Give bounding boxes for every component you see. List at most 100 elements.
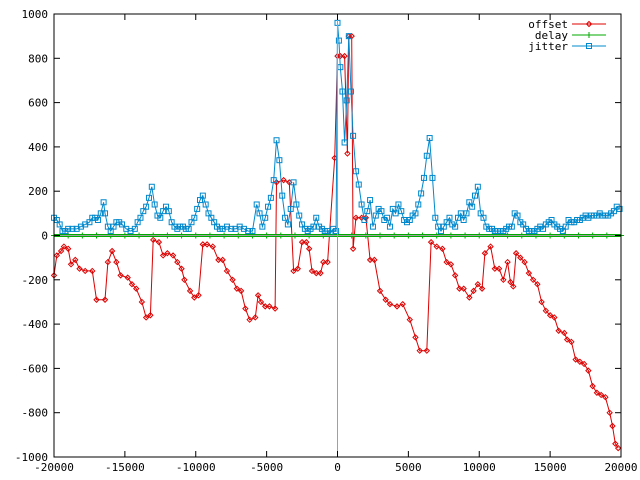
series-jitter-point <box>145 194 152 201</box>
series-offset-point <box>257 298 265 306</box>
series-jitter-point <box>335 37 342 44</box>
series-offset-point <box>298 238 306 246</box>
series-offset-point <box>529 276 537 284</box>
x-tick-label: -10000 <box>176 461 216 474</box>
series-offset-point <box>280 176 287 184</box>
series-offset-point <box>174 258 181 266</box>
series-offset-point <box>495 265 503 272</box>
series-offset-point <box>57 247 65 255</box>
series-offset-point <box>376 287 384 295</box>
series-offset-point <box>352 214 360 221</box>
series-offset-point <box>133 285 140 292</box>
series-jitter-point <box>350 132 357 139</box>
series-offset-point <box>399 300 406 308</box>
series-jitter-point <box>480 214 487 221</box>
x-tick-label: 0 <box>334 461 341 474</box>
series-jitter-point <box>372 212 379 219</box>
series-jitter-point <box>256 210 263 217</box>
series-offset-point <box>612 440 619 447</box>
series-offset-point <box>191 294 198 301</box>
series-offset-point <box>60 243 68 250</box>
series-jitter-point <box>249 228 256 235</box>
series-offset-point <box>593 389 601 396</box>
series-jitter-point <box>165 208 172 215</box>
series-jitter-point <box>361 216 368 223</box>
series-offset-point <box>242 305 249 312</box>
series-jitter-point <box>199 192 206 199</box>
series-jitter-point <box>143 203 150 210</box>
series-jitter-point <box>364 208 371 215</box>
series-jitter-point <box>412 210 419 217</box>
series-jitter <box>51 19 623 237</box>
series-jitter-point <box>463 210 470 217</box>
series-jitter-point <box>345 33 352 40</box>
series-offset-point <box>602 393 609 401</box>
series-jitter-point <box>460 216 467 223</box>
series-offset-point <box>150 236 157 244</box>
series-jitter-point <box>386 223 393 230</box>
series-offset-point <box>252 314 259 321</box>
series-jitter-point <box>69 225 76 232</box>
series-offset-point <box>589 382 596 390</box>
x-tick-label: 5000 <box>395 461 422 474</box>
series-offset-point <box>169 252 177 259</box>
series-offset-point <box>433 243 440 250</box>
series-offset-point <box>382 296 389 303</box>
series-offset-point <box>406 316 414 323</box>
y-tick-label: -800 <box>22 407 49 420</box>
series-offset-point <box>423 347 431 354</box>
x-tick-label: -15000 <box>105 461 145 474</box>
x-tick-label: -20000 <box>34 461 74 474</box>
series-offset-point <box>460 285 467 292</box>
series-jitter-line <box>53 22 620 235</box>
y-tick-label: -200 <box>22 274 49 287</box>
series-offset-point <box>313 269 320 277</box>
series-offset-point <box>128 281 136 288</box>
series-jitter-point <box>471 192 478 199</box>
series-jitter-point <box>279 192 286 199</box>
series-offset-point <box>195 292 202 299</box>
x-tick-label: 15000 <box>534 461 567 474</box>
series-jitter-point <box>452 223 459 230</box>
series-offset-point <box>344 150 351 157</box>
series-jitter-point <box>131 225 138 232</box>
series-offset-point <box>203 241 211 248</box>
series-offset-point <box>555 327 562 334</box>
series-offset <box>50 32 622 452</box>
series-offset-point <box>181 276 188 284</box>
series-offset-point <box>517 254 524 261</box>
series-jitter-point <box>202 201 209 208</box>
series-offset-point <box>416 347 423 354</box>
series-offset-point <box>427 238 435 246</box>
series-jitter-point <box>310 223 317 230</box>
series-jitter-point <box>290 179 297 186</box>
series-jitter-point <box>426 135 433 142</box>
series-offset-point <box>525 269 533 277</box>
series-offset-point <box>199 241 207 248</box>
series-jitter-point <box>457 210 464 217</box>
series-offset-point <box>507 278 514 286</box>
series-offset-point <box>324 258 331 266</box>
series-offset-point <box>393 303 401 310</box>
series-offset-point <box>117 272 124 279</box>
x-tick-label: 10000 <box>463 461 496 474</box>
series-jitter-point <box>267 194 274 201</box>
series-jitter-point <box>347 88 354 95</box>
series-offset-point <box>474 281 482 288</box>
series-jitter-point <box>474 183 481 190</box>
series-jitter-point <box>284 221 291 228</box>
series-offset-point <box>178 265 185 272</box>
series-offset-point <box>186 287 194 295</box>
series-jitter-point <box>343 97 350 104</box>
series-offset-point <box>412 334 419 341</box>
series-offset-point <box>478 285 486 292</box>
series-offset-point <box>147 312 154 319</box>
legend-marker-offset <box>585 20 593 28</box>
series-offset-point <box>155 238 163 246</box>
series-jitter-point <box>429 174 436 181</box>
series-offset-point <box>308 267 316 275</box>
series-jitter-point <box>185 225 192 232</box>
